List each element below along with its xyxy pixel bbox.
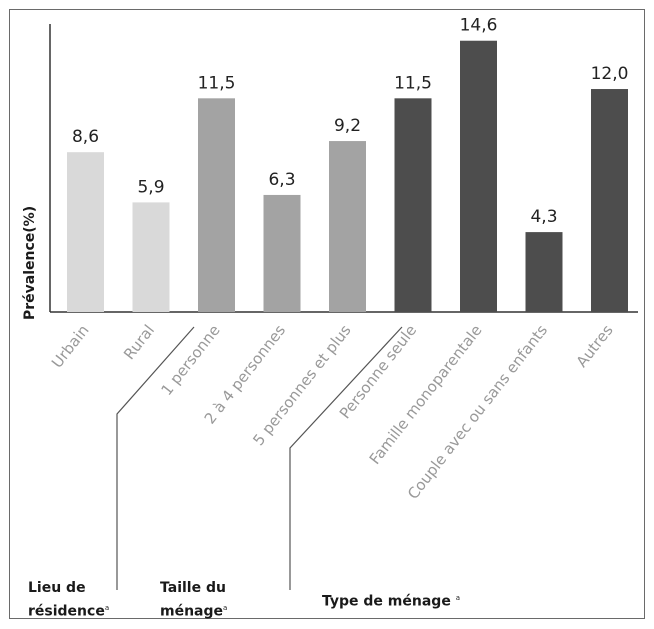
- x-tick-label: Autres: [573, 321, 617, 370]
- bar: [460, 40, 497, 312]
- group-label-type-line1: Type de ménage: [322, 593, 451, 610]
- bar: [329, 141, 366, 312]
- data-label: 4,3: [530, 207, 557, 227]
- group-label-type-marker: a: [455, 594, 460, 602]
- bar: [67, 152, 104, 312]
- group-label-lieu-line2: résidence: [28, 603, 105, 620]
- x-tick-label: Famille monoparentale: [366, 321, 486, 467]
- bar: [394, 98, 432, 313]
- bar: [263, 194, 301, 312]
- chart-frame: 8,6 Urbain 5,9 Rural 11,5 1 personne 6,3 2 à 4 …: [9, 9, 645, 622]
- data-label: 9,2: [334, 116, 361, 136]
- data-label: 14,6: [460, 16, 498, 36]
- data-label: 5,9: [137, 177, 164, 197]
- group-label-taille-line1: Taille du: [160, 580, 226, 596]
- bar: [198, 98, 235, 313]
- group-label-taille: Taille du ménagea: [160, 578, 227, 622]
- data-label: 12,0: [591, 64, 629, 84]
- data-label: 8,6: [72, 127, 99, 147]
- group-separator-line: [289, 326, 403, 590]
- group-label-lieu-line1: Lieu de: [28, 580, 86, 596]
- bar: [132, 202, 170, 312]
- data-label: 11,5: [198, 73, 236, 93]
- x-tick-label: Rural: [120, 321, 158, 363]
- x-tick-label: Urbain: [48, 321, 93, 371]
- group-label-lieu-marker: a: [104, 604, 110, 612]
- x-tick-label: 1 personne: [157, 321, 223, 399]
- x-tick-label: Couple avec ou sans enfants: [404, 321, 551, 503]
- y-axis-title: Prévalence(%): [22, 205, 38, 320]
- group-label-lieu: Lieu de résidencea: [28, 578, 109, 622]
- group-separator-line: [116, 326, 195, 590]
- data-label: 11,5: [394, 73, 432, 93]
- group-label-taille-marker: a: [223, 604, 228, 612]
- group-label-taille-line2: ménage: [160, 603, 224, 620]
- data-label: 6,3: [268, 170, 295, 190]
- group-label-type: Type de ménage a: [322, 588, 460, 612]
- bar: [591, 89, 628, 312]
- bar: [525, 232, 563, 312]
